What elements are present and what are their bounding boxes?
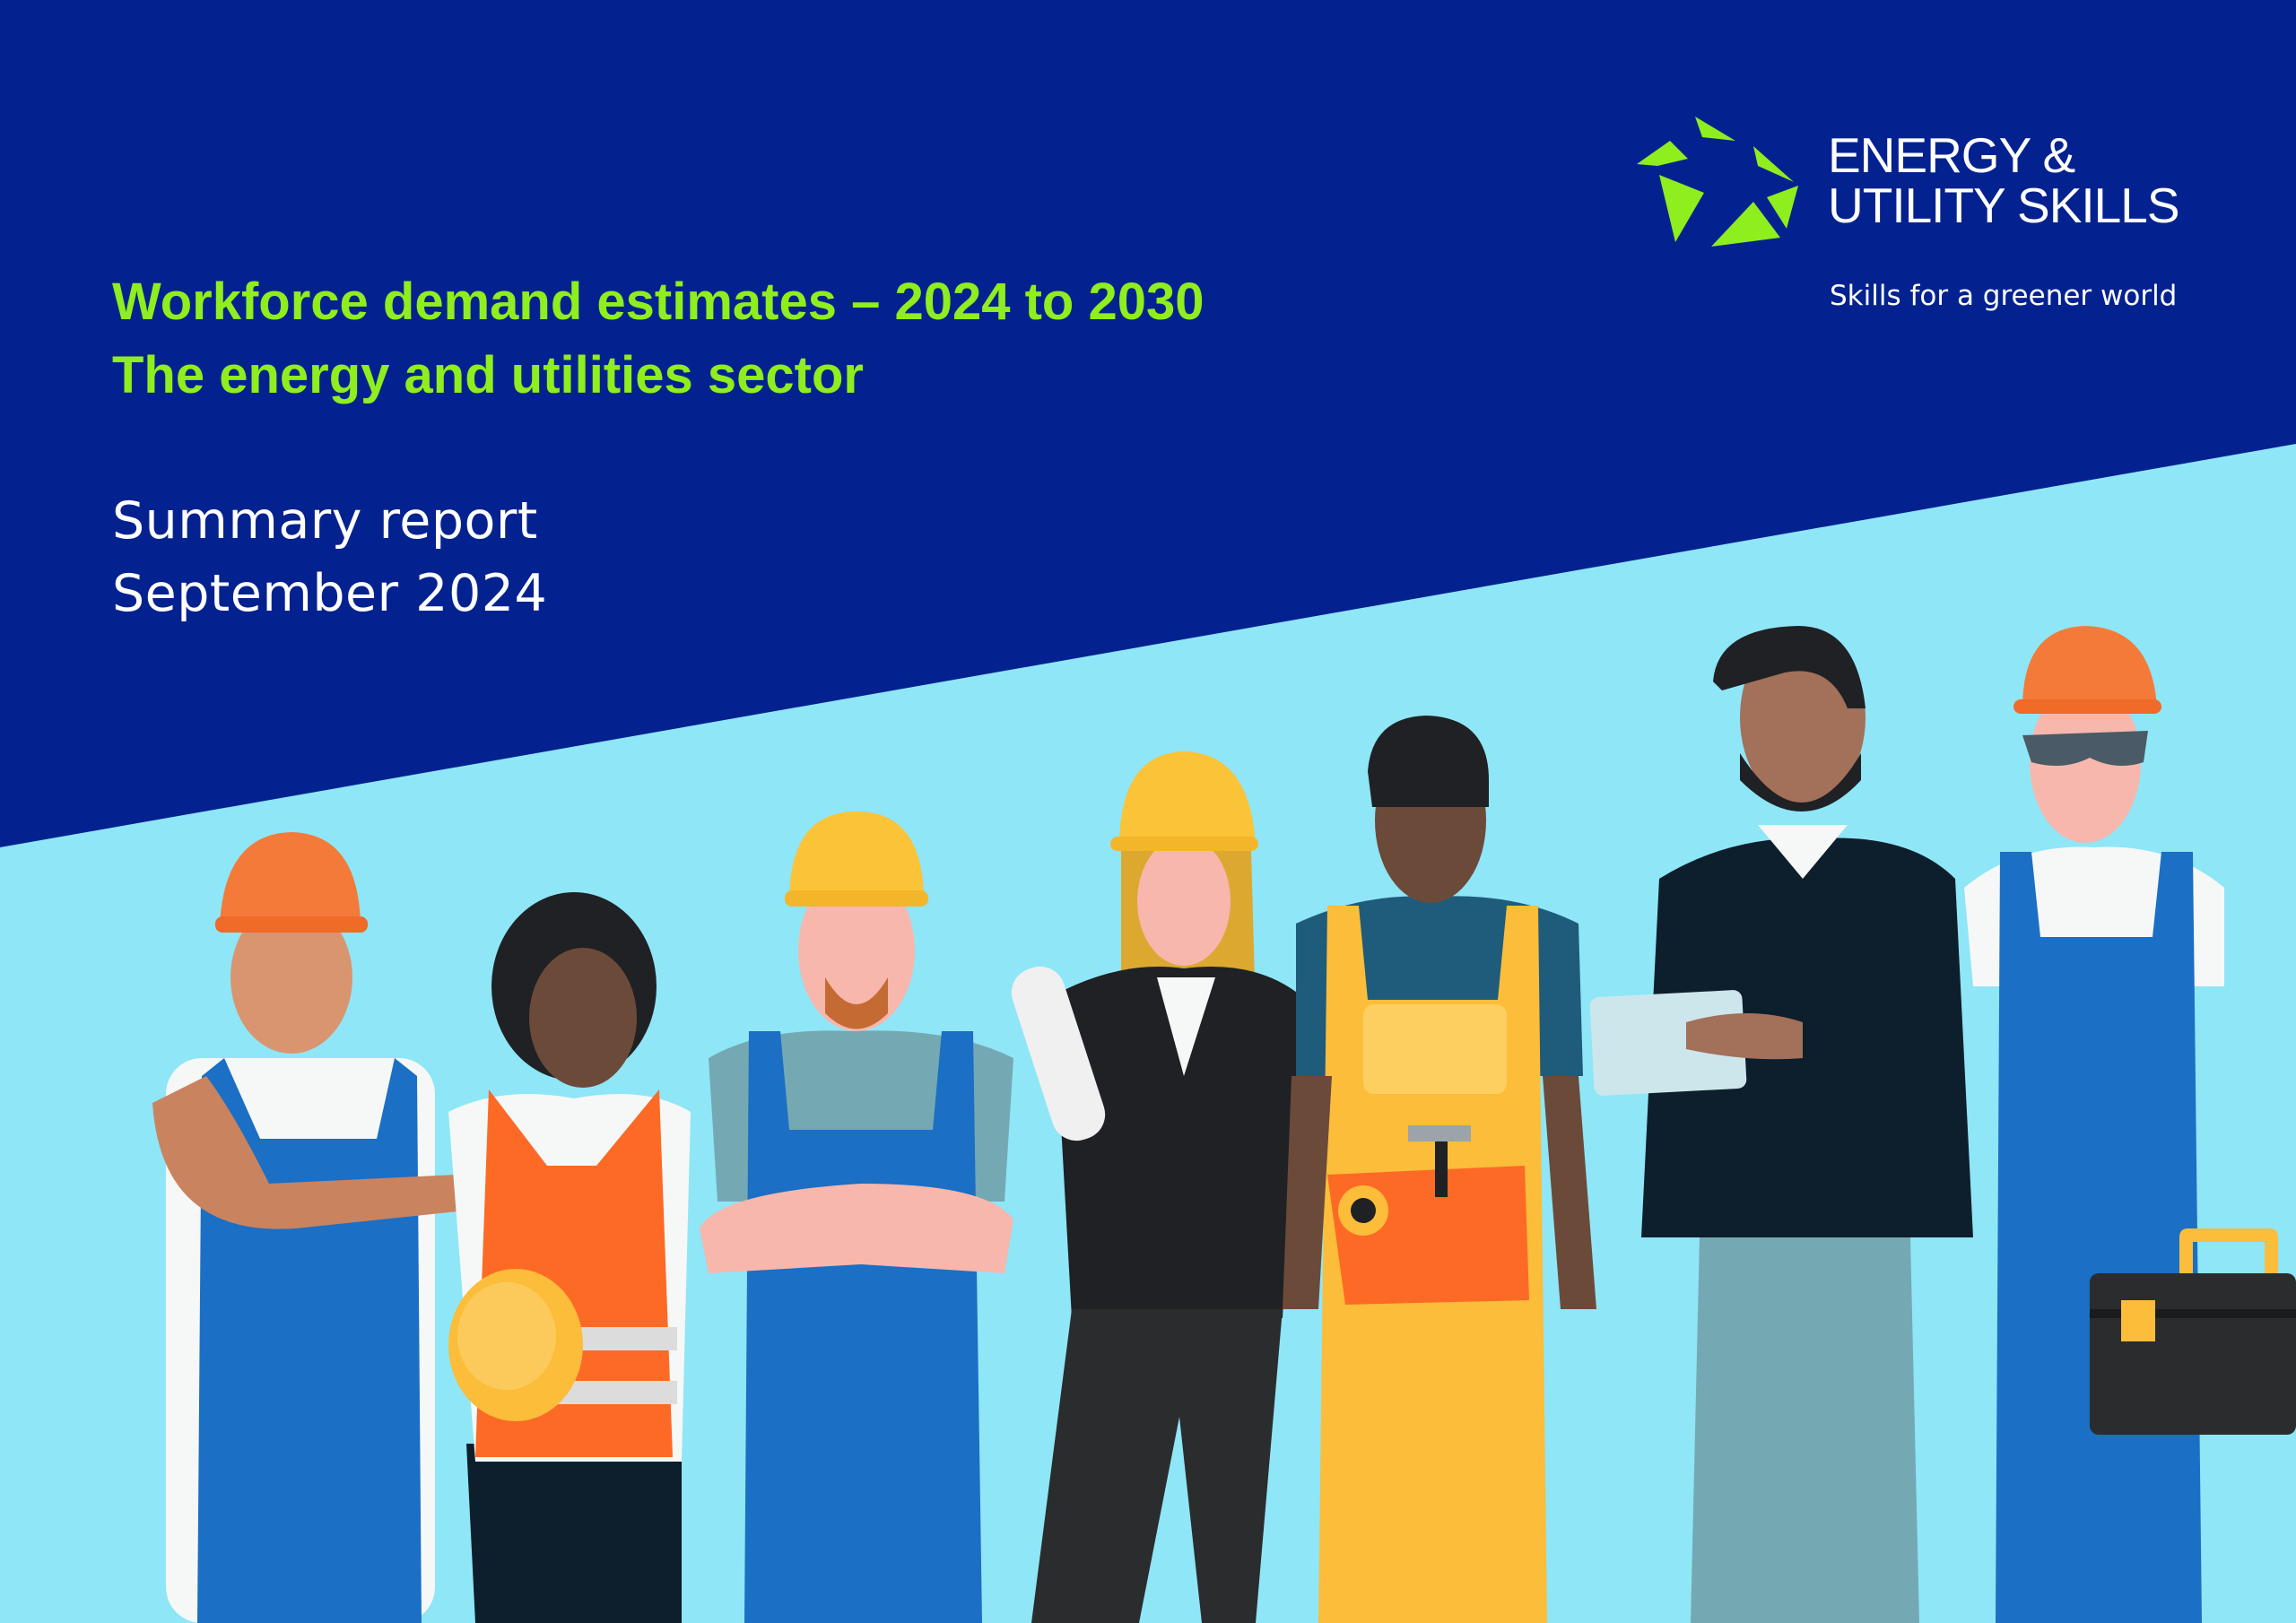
worker-4-figure: [1011, 751, 1300, 1623]
brand-name-line-1: ENERGY &: [1828, 127, 2075, 183]
brand-name-line-2: UTILITY SKILLS: [1828, 178, 2180, 233]
report-title-line-1: Workforce demand estimates – 2024 to 203…: [112, 273, 1205, 331]
star-burst-logo-icon: [1637, 117, 1798, 247]
worker-3-figure: [700, 812, 1013, 1623]
report-date: September 2024: [112, 564, 548, 623]
worker-1-figure: [152, 832, 466, 1623]
brand-tagline: Skills for a greener world: [1830, 280, 2178, 312]
worker-5-figure: [1283, 716, 1596, 1623]
worker-7-figure: [1964, 626, 2296, 1623]
brand-name: ENERGY & UTILITY SKILLS: [1828, 127, 2180, 233]
worker-6-figure: [1589, 626, 1973, 1623]
report-type: Summary report: [112, 491, 538, 551]
worker-2-figure: [448, 892, 691, 1623]
report-title-line-2: The energy and utilities sector: [112, 346, 864, 404]
